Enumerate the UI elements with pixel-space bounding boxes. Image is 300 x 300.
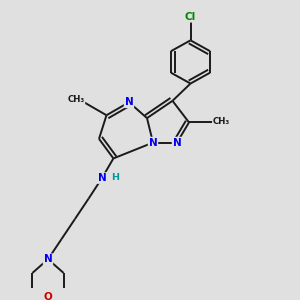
Text: N: N	[44, 254, 52, 264]
Text: N: N	[124, 97, 134, 107]
Text: O: O	[44, 292, 52, 300]
Text: N: N	[98, 173, 106, 183]
Text: N: N	[172, 138, 182, 148]
Text: CH₃: CH₃	[67, 95, 85, 104]
Text: H: H	[112, 173, 119, 182]
Text: CH₃: CH₃	[213, 117, 230, 126]
Text: Cl: Cl	[185, 12, 196, 22]
Text: N: N	[148, 138, 158, 148]
